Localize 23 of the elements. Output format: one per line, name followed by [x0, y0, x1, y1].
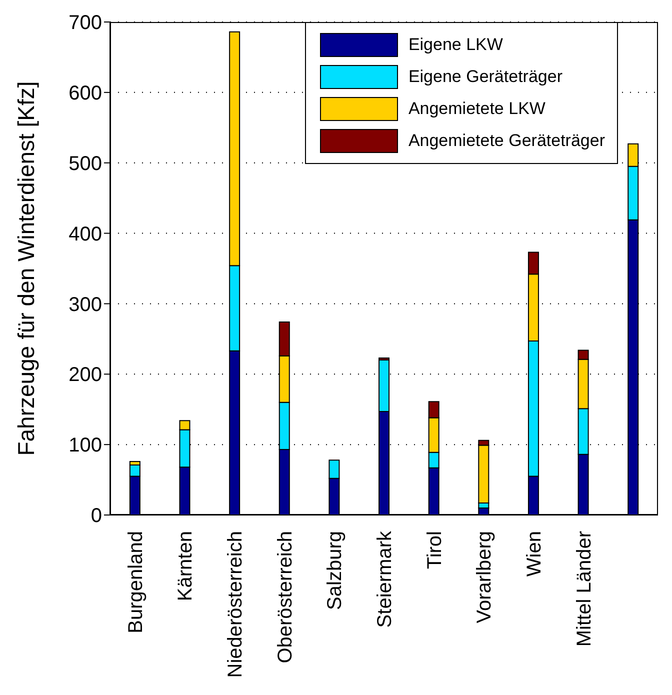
y-tick-label: 600	[68, 82, 102, 105]
legend-label: Angemietete LKW	[408, 99, 546, 119]
y-tick-label: 700	[68, 12, 102, 34]
x-tick-label: Vorarlberg	[474, 531, 496, 624]
x-tick-label: Niederösterreich	[224, 531, 247, 678]
legend-label: Eigene LKW	[408, 35, 503, 55]
x-tick-label: Mittel Länder	[573, 530, 596, 647]
x-tick-label: Salzburg	[324, 531, 346, 610]
legend-label: Angemietete Geräteträger	[408, 131, 605, 151]
y-tick-label: 400	[68, 223, 102, 246]
y-axis-title: Fahrzeuge für den Winterdienst [Kfz]	[13, 81, 40, 456]
legend-label: Eigene Geräteträger	[408, 67, 562, 87]
y-tick-label: 500	[68, 152, 102, 175]
x-tick-label: Wien	[523, 531, 546, 577]
x-tick-label: Steiermark	[374, 530, 396, 628]
x-tick-label: Tirol	[424, 531, 446, 570]
x-tick-label: Kärnten	[174, 531, 197, 602]
x-tick-label: Burgenland	[124, 531, 147, 634]
y-tick-label: 100	[68, 434, 102, 457]
y-tick-label: 300	[68, 294, 102, 316]
x-tick-label: Oberösterreich	[274, 531, 296, 664]
y-tick-label: 200	[68, 364, 102, 386]
y-tick-label: 0	[90, 505, 102, 528]
